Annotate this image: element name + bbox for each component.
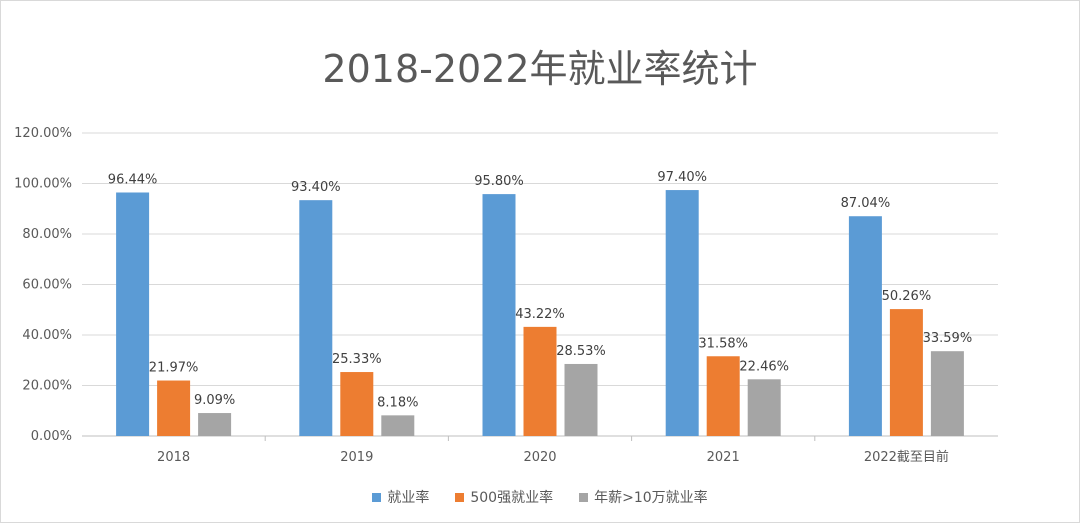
legend-item: 500强就业率	[455, 487, 553, 507]
data-label: 50.26%	[882, 289, 932, 304]
legend-label: 年薪>10万就业率	[594, 490, 708, 506]
x-tick-label: 2020	[523, 450, 556, 465]
data-label: 97.40%	[657, 170, 707, 185]
y-tick-label: 100.00%	[14, 177, 72, 192]
bar	[523, 326, 557, 436]
data-label: 21.97%	[149, 361, 199, 376]
chart-legend: 就业率 500强就业率 年薪>10万就业率	[0, 487, 1080, 507]
legend-label: 就业率	[387, 490, 430, 506]
y-tick-label: 60.00%	[22, 278, 72, 293]
y-tick-label: 20.00%	[22, 379, 72, 394]
bar	[198, 413, 232, 436]
bar	[116, 192, 150, 436]
bar	[482, 194, 516, 436]
data-label: 95.80%	[474, 174, 524, 189]
legend-swatch	[455, 492, 465, 502]
x-tick-label: 2022截至目前	[864, 449, 949, 465]
data-label: 9.09%	[194, 393, 235, 408]
y-tick-label: 120.00%	[14, 126, 72, 141]
bar	[665, 190, 699, 436]
x-tick-label: 2018	[157, 450, 190, 465]
data-label: 87.04%	[841, 196, 891, 211]
data-label: 93.40%	[291, 180, 341, 195]
x-tick-label: 2021	[707, 450, 740, 465]
data-label: 96.44%	[108, 172, 158, 187]
data-label: 28.53%	[556, 344, 606, 359]
y-tick-label: 0.00%	[31, 429, 72, 444]
data-label: 33.59%	[923, 331, 973, 346]
bar	[889, 309, 923, 436]
bar	[381, 415, 415, 436]
x-tick-label: 2019	[340, 450, 373, 465]
data-label: 8.18%	[377, 395, 418, 410]
y-tick-label: 40.00%	[22, 328, 72, 343]
data-label: 43.22%	[515, 307, 565, 322]
data-label: 22.46%	[739, 359, 789, 374]
bar	[157, 380, 191, 436]
legend-label: 500强就业率	[470, 490, 554, 506]
data-label: 25.33%	[332, 352, 382, 367]
legend-item: 年薪>10万就业率	[579, 487, 708, 507]
y-tick-label: 80.00%	[22, 227, 72, 242]
legend-swatch	[372, 492, 382, 502]
bar	[340, 372, 374, 436]
bar	[848, 216, 882, 436]
bar	[564, 363, 598, 436]
chart-title: 2018-2022年就业率统计	[322, 47, 758, 91]
legend-swatch	[579, 492, 589, 502]
bar	[930, 351, 964, 436]
data-label: 31.58%	[698, 336, 748, 351]
bar	[747, 379, 781, 436]
bar	[706, 356, 740, 436]
bar	[299, 200, 333, 436]
legend-item: 就业率	[372, 487, 429, 507]
